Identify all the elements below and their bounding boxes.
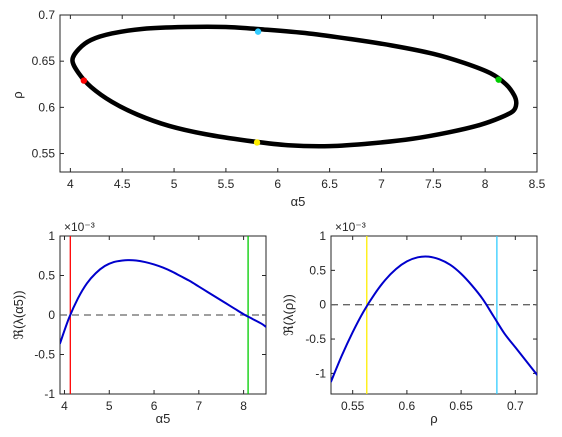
x-tick-label: 4.5	[114, 177, 131, 191]
bottom-left-plot-area	[60, 236, 266, 394]
y-tick-label: 0.7	[38, 8, 55, 22]
x-tick-label: 5.5	[218, 177, 235, 191]
bottom-right-exponent-label: ×10⁻³	[335, 220, 366, 234]
x-tick-label: 7.5	[425, 177, 442, 191]
top-panel-orbit-plot: 4 4.5 5 5.5 6 6.5 7 7.5 8 8.5 0.55 0.6 0.65 0.7 α5 ρ	[10, 8, 546, 209]
bottom-left-panel-eigenvalue-alpha: 4 5 6 7 8 -1 -0.5 0 0.5 1 ×10⁻³ α5 ℜ(λ(α5))	[11, 220, 267, 426]
y-tick-label: 1	[48, 229, 55, 243]
x-tick-label: 6.5	[321, 177, 338, 191]
y-tick-label: 0.65	[32, 54, 56, 68]
top-plot-frame	[59, 14, 538, 173]
bottom-right-plot-ticks: 0.55 0.6 0.65 0.7 -1 -0.5 0 0.5 1	[305, 229, 537, 413]
point-marker	[495, 76, 502, 83]
top-plot-ticks: 4 4.5 5 5.5 6 6.5 7 7.5 8 8.5 0.55 0.6 0.65 0.7	[32, 8, 546, 191]
bottom-right-y-axis-label: ℜ(λ(ρ))	[281, 294, 296, 336]
x-tick-label: 8.5	[529, 177, 546, 191]
x-tick-label: 6	[274, 177, 281, 191]
eigenvalue-curve	[60, 259, 266, 345]
y-tick-label: 0.6	[38, 100, 55, 114]
y-tick-label: -1	[44, 387, 55, 401]
y-tick-label: 1	[319, 229, 326, 243]
bottom-right-x-axis-label: ρ	[430, 411, 437, 426]
x-tick-label: 6	[151, 399, 158, 413]
top-y-axis-label: ρ	[10, 91, 25, 98]
y-tick-label: 0	[319, 298, 326, 312]
y-tick-label: 0.5	[309, 263, 326, 277]
top-x-axis-label: α5	[291, 194, 306, 209]
x-tick-label: 0.7	[507, 399, 524, 413]
eigenvalue-curve	[331, 255, 537, 383]
x-tick-label: 0.55	[341, 399, 365, 413]
y-tick-label: -0.5	[305, 332, 326, 346]
x-tick-label: 8	[240, 399, 247, 413]
y-tick-label: 0	[48, 308, 55, 322]
point-marker	[253, 139, 261, 146]
y-tick-label: 0.5	[38, 269, 55, 283]
x-tick-label: 8	[482, 177, 489, 191]
y-tick-label: -1	[315, 366, 326, 380]
x-tick-label: 4	[67, 177, 74, 191]
bottom-left-x-axis-label: α5	[156, 411, 171, 426]
x-tick-label: 7	[195, 399, 202, 413]
bottom-right-panel-eigenvalue-rho: 0.55 0.6 0.65 0.7 -1 -0.5 0 0.5 1 ×10⁻³ ρ ℜ(λ(ρ)…	[281, 220, 538, 426]
x-tick-label: 5	[171, 177, 178, 191]
x-tick-label: 7	[378, 177, 385, 191]
x-tick-label: 5	[106, 399, 113, 413]
bottom-right-plot-area	[331, 236, 537, 394]
y-tick-label: 0.55	[32, 147, 56, 161]
point-marker	[80, 77, 88, 84]
orbit-curve	[70, 24, 519, 149]
x-tick-label: 0.65	[449, 399, 473, 413]
bottom-right-plot-frame	[330, 235, 538, 395]
bottom-left-exponent-label: ×10⁻³	[64, 220, 95, 234]
point-marker	[254, 28, 262, 35]
x-tick-label: 4	[61, 399, 68, 413]
bottom-left-y-axis-label: ℜ(λ(α5))	[11, 290, 26, 339]
bottom-left-plot-ticks: 4 5 6 7 8 -1 -0.5 0 0.5 1	[34, 229, 266, 413]
y-tick-label: -0.5	[34, 348, 55, 362]
top-plot-area	[70, 24, 519, 149]
x-tick-label: 0.6	[399, 399, 416, 413]
